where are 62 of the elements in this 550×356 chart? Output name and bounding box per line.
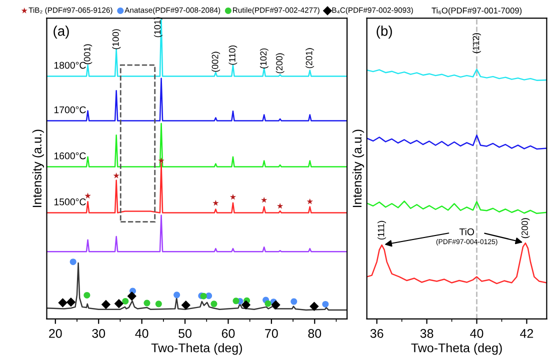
text: (b)	[376, 26, 392, 39]
x-axis-title: Two-Theta (deg)	[411, 343, 502, 355]
annotation: (200)	[521, 218, 530, 238]
x-tick-label: 30	[92, 329, 106, 338]
annotation: (002)	[212, 52, 220, 72]
annotation: (111)	[378, 220, 386, 240]
point	[70, 258, 76, 266]
point	[264, 300, 272, 307]
point	[306, 198, 313, 204]
x-tick-label: 42	[520, 329, 534, 338]
x-tick-label: 80	[308, 329, 322, 338]
x-tick-label: 40	[470, 329, 484, 338]
annotation: (200)	[276, 53, 284, 74]
annotation: (101)	[154, 17, 162, 38]
x-tick-label: 20	[49, 329, 62, 338]
annotation: (102)	[260, 48, 268, 68]
point	[230, 194, 236, 200]
point	[212, 200, 219, 206]
point	[66, 298, 76, 307]
point	[174, 292, 180, 298]
point	[181, 300, 190, 310]
x-tick-label: 60	[222, 329, 235, 338]
point	[155, 300, 162, 308]
annotation: (a)	[54, 26, 69, 39]
point	[114, 299, 124, 308]
annotation: (001)	[84, 44, 92, 64]
point	[127, 292, 136, 301]
point	[232, 298, 240, 304]
point	[144, 300, 150, 306]
point	[322, 300, 329, 308]
x-tick-label: 36	[370, 329, 384, 338]
y-axis-title: Intensity (a.u.)	[352, 130, 364, 208]
point	[260, 196, 268, 203]
point	[158, 157, 164, 164]
point	[310, 302, 319, 311]
x-tick-label: 70	[265, 329, 278, 338]
x-tick-label: 38	[420, 329, 434, 338]
point	[271, 300, 280, 310]
point	[84, 192, 91, 199]
ref-line-label: Ti₆O(PDF#97-001-7009)	[432, 7, 522, 16]
annotation: (100)	[112, 29, 121, 50]
x-tick-label: 40	[135, 329, 148, 338]
series-label: 1600°C	[54, 152, 86, 160]
series-label: 1500°C	[54, 198, 86, 206]
point	[58, 298, 68, 308]
point	[84, 292, 90, 298]
y-axis-title: Intensity (a.u.)	[32, 130, 44, 208]
annotation: TiO	[459, 228, 474, 236]
point	[210, 300, 218, 308]
x-tick-label: 50	[178, 329, 192, 338]
point	[101, 300, 111, 310]
series-label: 1700°C	[54, 106, 86, 114]
annotation: (110)	[228, 46, 238, 65]
point	[113, 172, 120, 178]
point	[122, 298, 129, 304]
x-axis-title: Two-Theta (deg)	[151, 343, 242, 355]
text: (1̄1̄2)	[472, 33, 481, 54]
point	[290, 298, 298, 305]
point	[276, 202, 284, 209]
point	[241, 300, 251, 310]
series-label: 1800°C	[54, 62, 86, 69]
annotation: (201)	[306, 48, 314, 68]
